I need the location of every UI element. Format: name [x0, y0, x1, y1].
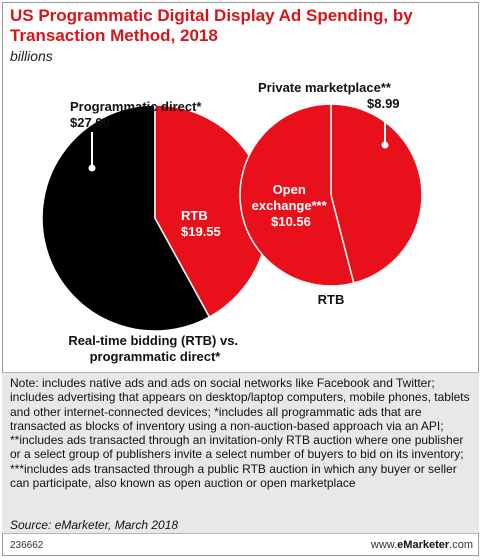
- label-programmatic-direct-value: $27.00: [70, 115, 110, 130]
- chart-frame: [2, 2, 479, 556]
- notes-panel: [2, 372, 479, 534]
- brand-prefix: www.: [370, 539, 398, 551]
- caption-left-line-2: programmatic direct*: [90, 349, 222, 364]
- label-rtb-value: $19.55: [181, 224, 221, 239]
- brand-suffix: .com: [449, 539, 473, 551]
- label-open-exchange-line-2: exchange***: [252, 198, 328, 213]
- chart-id: 236662: [10, 540, 44, 551]
- pie-charts: Programmatic direct* $27.00 RTB $19.55 R…: [41, 80, 423, 364]
- label-private-marketplace: Private marketplace**: [258, 80, 392, 95]
- caption-left-line-1: Real-time bidding (RTB) vs.: [68, 333, 238, 348]
- pie-rtb-split: Private marketplace** $8.99 Open exchang…: [239, 80, 423, 307]
- label-private-marketplace-value: $8.99: [367, 96, 400, 111]
- chart-source: Source: eMarketer, March 2018: [10, 518, 179, 532]
- chart-subtitle: billions: [10, 48, 53, 64]
- label-open-exchange-line-1: Open: [273, 182, 306, 197]
- caption-left-pie: Real-time bidding (RTB) vs. programmatic…: [68, 333, 241, 364]
- label-open-exchange-value: $10.56: [271, 214, 311, 229]
- pie-rtb-vs-direct: Programmatic direct* $27.00 RTB $19.55 R…: [41, 99, 269, 364]
- leader-dot-private-marketplace: [381, 141, 389, 149]
- label-open-exchange: Open exchange*** $10.56: [252, 182, 331, 229]
- label-programmatic-direct: Programmatic direct* $27.00: [70, 99, 205, 130]
- brand-link[interactable]: www.eMarketer.com: [371, 539, 473, 551]
- leader-dot-programmatic-direct: [88, 164, 96, 172]
- chart-note: Note: includes native ads and ads on soc…: [10, 376, 470, 491]
- chart-title: US Programmatic Digital Display Ad Spend…: [10, 6, 413, 45]
- caption-right-pie: RTB: [318, 292, 345, 307]
- pie-slice-open-exchange: [239, 103, 355, 287]
- label-programmatic-direct-name: Programmatic direct*: [70, 99, 202, 114]
- brand-name: eMarketer: [397, 539, 450, 551]
- label-rtb-name: RTB: [181, 208, 208, 223]
- pie-slice-programmatic-direct: [41, 104, 211, 332]
- pie-slice-private-marketplace: [330, 103, 423, 285]
- label-rtb: RTB $19.55: [181, 208, 221, 239]
